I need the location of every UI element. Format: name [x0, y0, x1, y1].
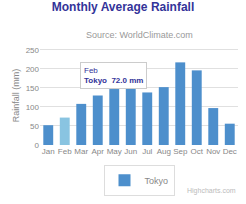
svg-text:Source: WorldClimate.com: Source: WorldClimate.com — [86, 30, 193, 40]
svg-text:Rainfall (mm): Rainfall (mm) — [11, 69, 21, 123]
svg-text:50: 50 — [30, 122, 39, 131]
svg-text:Sep: Sep — [173, 147, 188, 156]
svg-text:Tokyo: Tokyo — [145, 176, 169, 186]
svg-text:Mar: Mar — [74, 147, 88, 156]
svg-text:Highcharts.com: Highcharts.com — [187, 187, 236, 195]
svg-text:Jan: Jan — [42, 147, 55, 156]
svg-text:200: 200 — [26, 65, 40, 74]
svg-text:Jun: Jun — [124, 147, 137, 156]
svg-text:100: 100 — [26, 103, 40, 112]
svg-text:150: 150 — [26, 84, 40, 93]
svg-text:Feb: Feb — [58, 147, 72, 156]
svg-text:May: May — [107, 147, 122, 156]
svg-text:FebTokyo 72.0 mm: FebTokyo 72.0 mm — [84, 66, 143, 85]
svg-text:0: 0 — [35, 141, 40, 150]
svg-text:250: 250 — [26, 46, 40, 55]
svg-text:Oct: Oct — [191, 147, 204, 156]
svg-text:Monthly Average Rainfall: Monthly Average Rainfall — [52, 0, 194, 14]
svg-text:Dec: Dec — [223, 147, 237, 156]
svg-text:Jul: Jul — [142, 147, 152, 156]
svg-text:Aug: Aug — [157, 147, 171, 156]
svg-text:Nov: Nov — [206, 147, 220, 156]
svg-text:Apr: Apr — [92, 147, 105, 156]
